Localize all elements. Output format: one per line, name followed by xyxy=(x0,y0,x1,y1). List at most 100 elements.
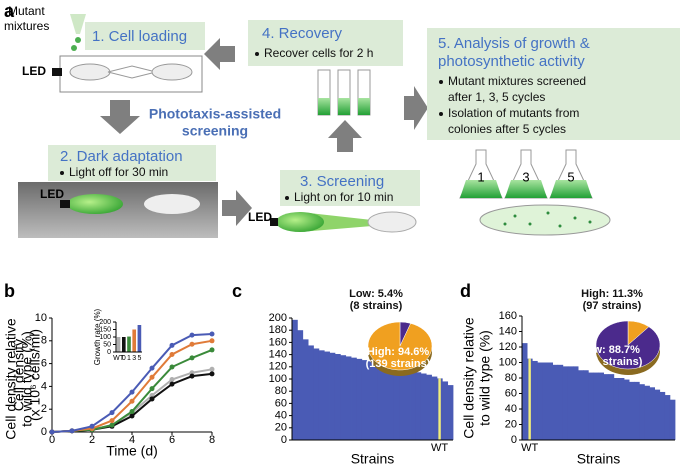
point xyxy=(89,423,95,429)
bar xyxy=(308,345,314,440)
bar xyxy=(618,378,625,440)
y-tick-label: 80 xyxy=(505,372,517,384)
bar xyxy=(644,385,650,440)
point xyxy=(189,370,195,376)
chamber xyxy=(151,63,193,81)
flask-label: 3 xyxy=(522,169,529,184)
step-title: 3. Screening xyxy=(300,173,384,190)
point xyxy=(129,408,135,414)
point xyxy=(209,331,215,337)
point xyxy=(169,377,175,383)
y-tick-label: 50 xyxy=(103,341,111,348)
y-tick-label: 120 xyxy=(499,341,517,353)
y-tick-label: 8 xyxy=(41,335,47,347)
panel-label: a xyxy=(4,1,15,21)
bullet xyxy=(285,196,289,200)
point xyxy=(189,355,195,361)
y-axis-label: (x 10⁶ cells/ml) xyxy=(27,329,43,421)
bar xyxy=(629,381,635,440)
bar xyxy=(132,329,137,352)
step-title: 1. Cell loading xyxy=(92,28,187,45)
point xyxy=(129,398,135,404)
bar xyxy=(557,364,564,440)
bar xyxy=(340,355,347,440)
x-tick-label: WT xyxy=(521,442,538,454)
point xyxy=(129,413,135,419)
x-axis-label: Strains xyxy=(351,451,395,467)
point xyxy=(149,396,155,402)
y-tick-label: 0 xyxy=(41,426,47,438)
step-box xyxy=(280,170,420,206)
y-tick-label: 40 xyxy=(275,410,287,422)
chamber xyxy=(67,194,123,214)
pie-sublabel: (97 strains) xyxy=(583,300,642,312)
step-bullet: Isolation of mutants from xyxy=(448,106,579,120)
y-tick-label: 80 xyxy=(275,385,287,397)
y-tick-label: 180 xyxy=(269,324,287,336)
step-bullet: Light on for 10 min xyxy=(294,190,393,204)
colonies xyxy=(503,211,592,228)
y-tick-label: 100 xyxy=(99,334,111,341)
y-tick-label: 150 xyxy=(99,326,111,333)
bar xyxy=(121,337,126,352)
y-tick-label: 100 xyxy=(499,356,517,368)
pipette xyxy=(70,14,86,34)
bar xyxy=(137,325,142,352)
step-bullet: Light off for 30 min xyxy=(69,165,168,179)
point xyxy=(109,418,115,424)
bar xyxy=(522,343,528,440)
x-tick-label: 6 xyxy=(169,434,175,446)
point xyxy=(169,364,175,370)
led-label: LED xyxy=(248,210,272,224)
arrow xyxy=(204,38,235,70)
flask-label: 1 xyxy=(477,169,484,184)
chamber xyxy=(367,211,417,233)
step-box xyxy=(48,145,216,181)
bar xyxy=(372,362,379,440)
arrow xyxy=(100,100,140,134)
bar xyxy=(573,366,579,440)
chamber xyxy=(144,194,200,214)
panel-label: c xyxy=(232,281,242,301)
y-tick-label: 40 xyxy=(505,403,517,415)
x-tick-label: WT xyxy=(113,355,125,362)
tubes xyxy=(317,69,371,116)
x-tick-label: 2 xyxy=(89,434,95,446)
mutant-label: mixtures xyxy=(4,19,49,33)
pie-sublabel: (139 strains) xyxy=(366,358,431,370)
point xyxy=(169,351,175,357)
x-tick-label: 8 xyxy=(209,434,215,446)
y-axis-label: Cell density relative xyxy=(3,318,19,440)
point xyxy=(209,347,215,353)
y-tick-label: 200 xyxy=(269,312,287,324)
point xyxy=(189,332,195,338)
arrow xyxy=(328,120,362,152)
y-tick-label: 0 xyxy=(511,434,517,446)
bar xyxy=(334,353,341,440)
bullet xyxy=(439,80,443,84)
pie-slice xyxy=(367,321,433,371)
bar xyxy=(404,369,411,440)
step-title: photosynthetic activity xyxy=(438,53,585,70)
step-title: 2. Dark adaptation xyxy=(60,148,183,165)
step-bullet: Mutant mixtures screened xyxy=(448,74,586,88)
bar xyxy=(297,330,304,440)
y-axis-label: Cell density xyxy=(11,339,27,411)
bar xyxy=(567,366,574,440)
pie-label: High: 11.3% xyxy=(581,288,643,300)
y-tick-label: 140 xyxy=(499,325,517,337)
bar xyxy=(659,391,666,440)
step-title: 4. Recovery xyxy=(262,25,343,42)
bar xyxy=(415,372,422,440)
bullet xyxy=(255,52,259,56)
point xyxy=(149,365,155,371)
bar xyxy=(649,387,655,440)
point xyxy=(109,422,115,428)
led xyxy=(60,200,70,208)
bar xyxy=(351,357,357,440)
bar xyxy=(383,364,389,440)
pie-slice xyxy=(595,320,661,370)
bar xyxy=(318,350,325,440)
center-label: Phototaxis-assisted xyxy=(149,106,281,122)
bar xyxy=(356,358,363,440)
